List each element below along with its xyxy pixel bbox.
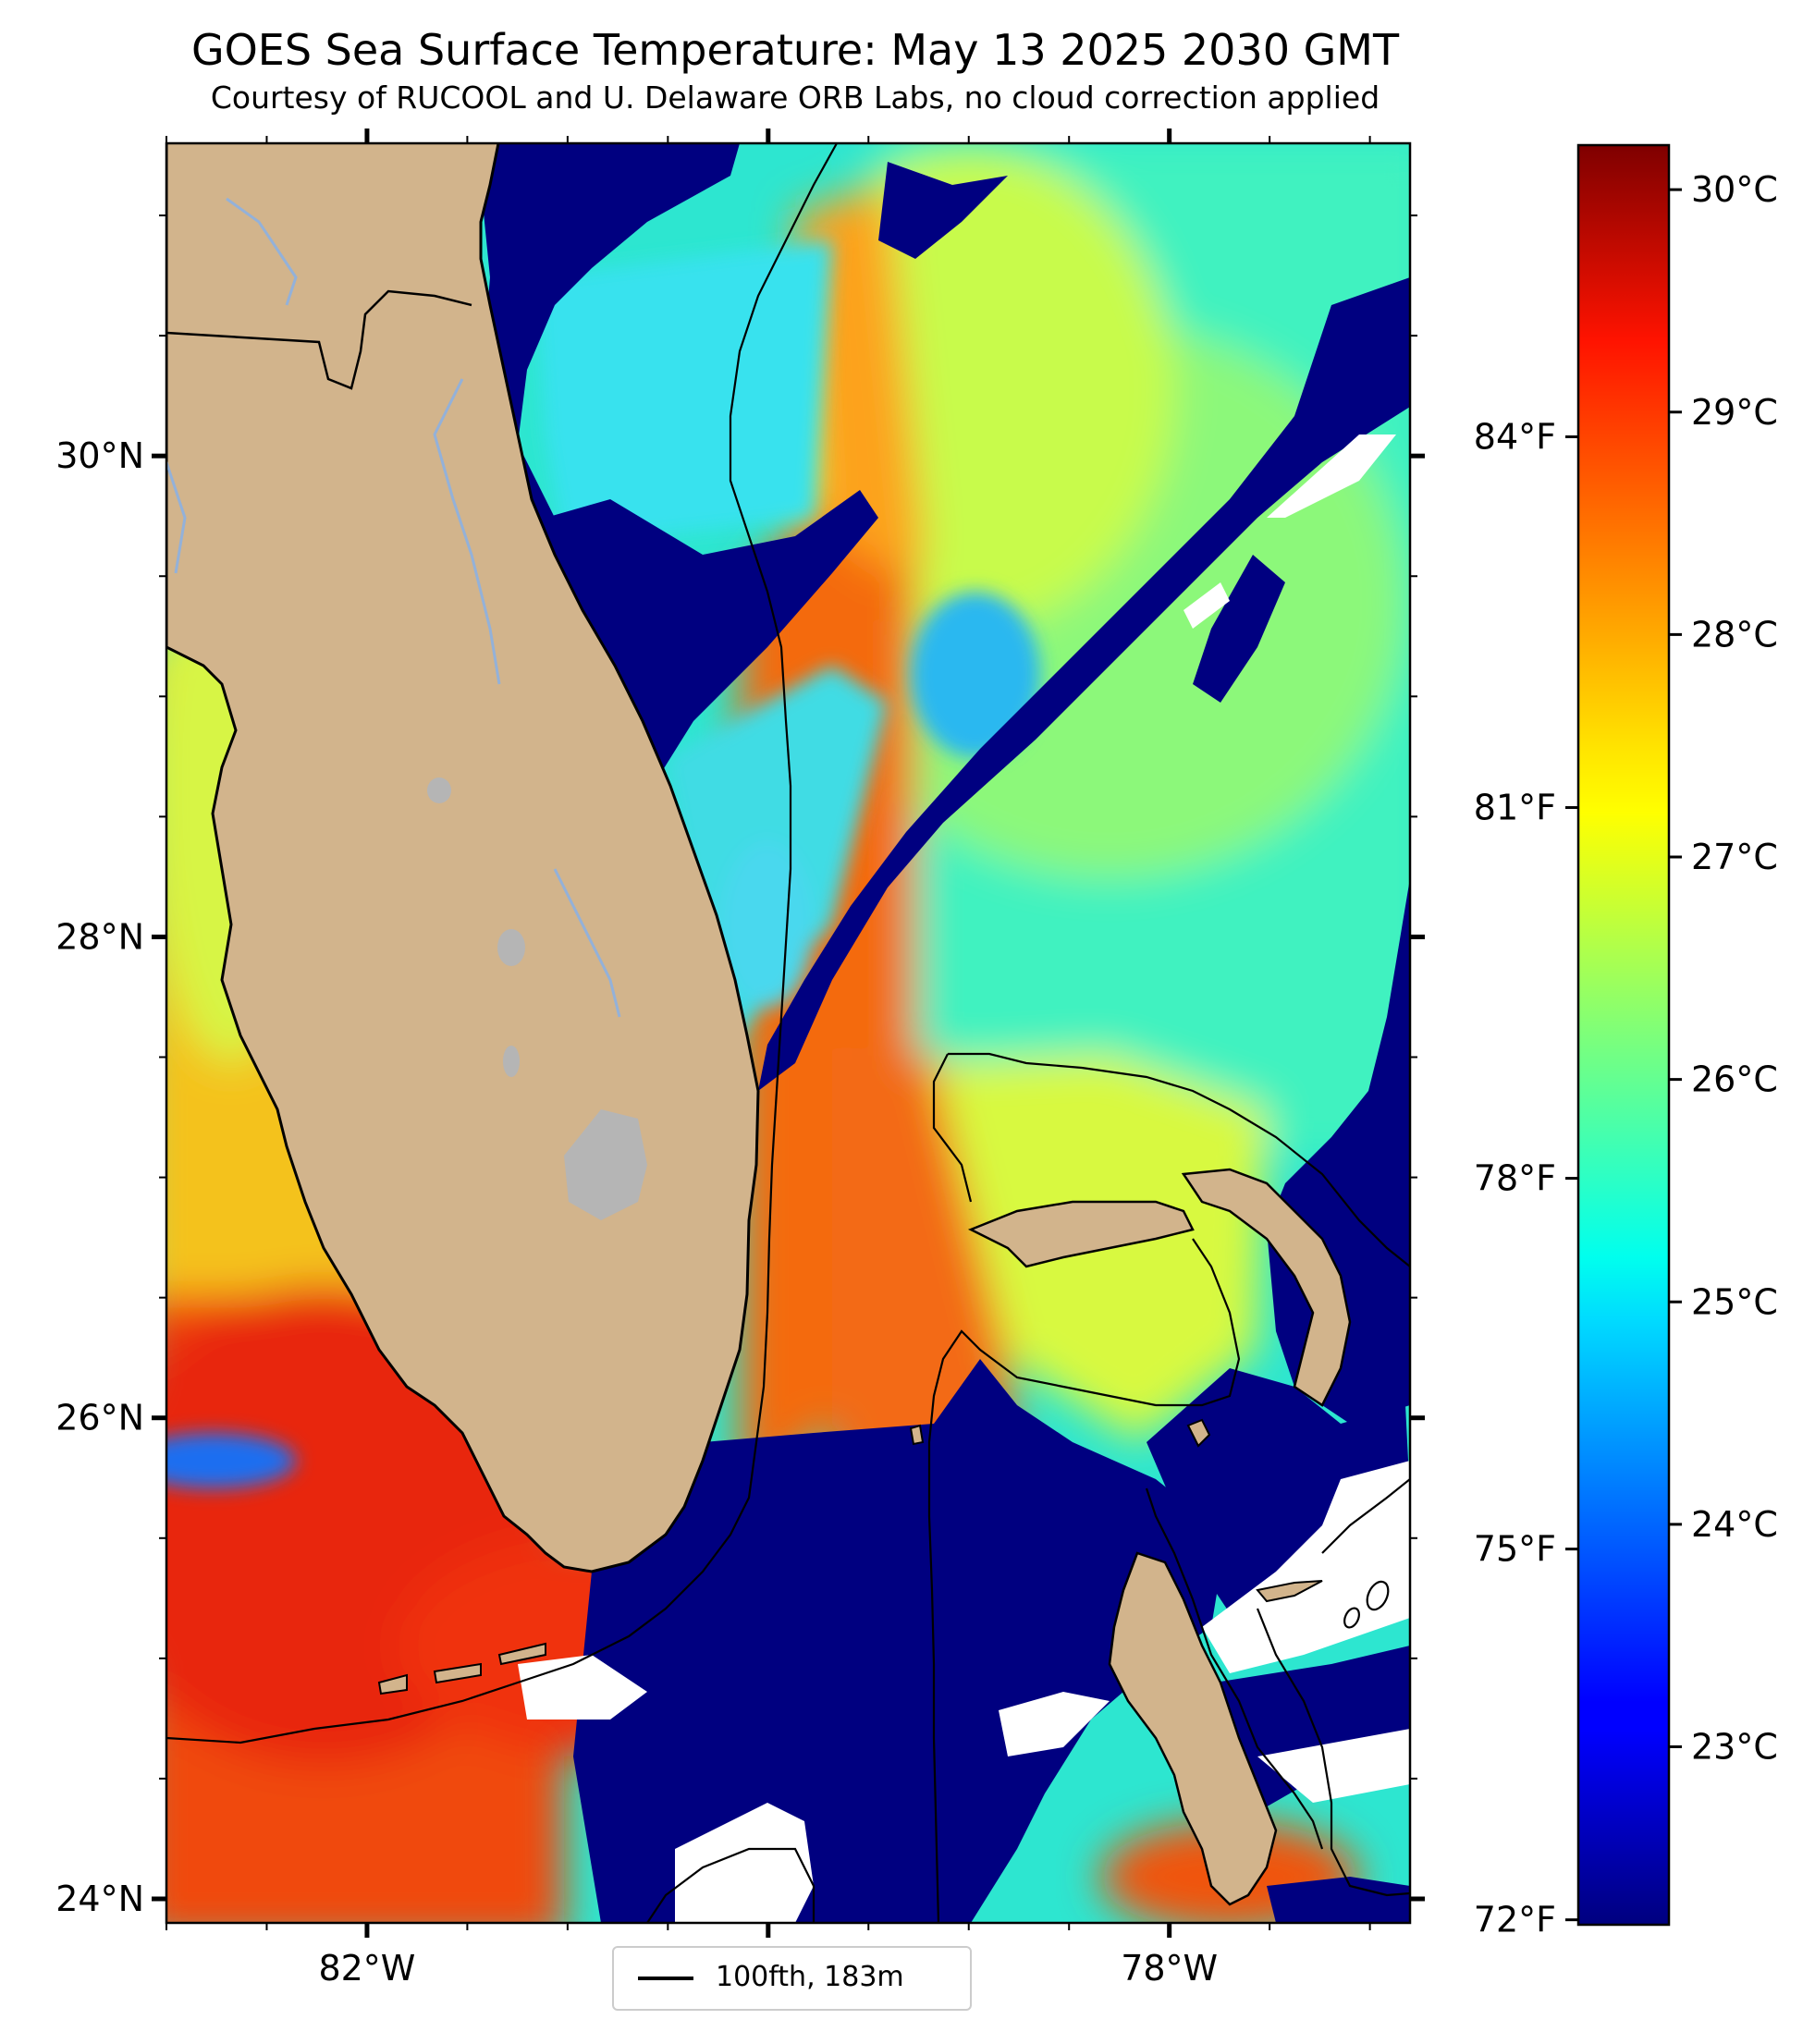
legend-line-swatch xyxy=(638,1977,693,1980)
colorbar-celsius-label: 28°C xyxy=(1691,614,1778,655)
colorbar-celsius-label: 30°C xyxy=(1691,169,1778,210)
colorbar-celsius-label: 24°C xyxy=(1691,1504,1778,1545)
eleuthera-island xyxy=(1256,1580,1323,1603)
colorbar-fahrenheit-label: 81°F xyxy=(1474,788,1556,828)
cloud-mask xyxy=(481,143,1410,1923)
colorbar-celsius-label: 23°C xyxy=(1691,1727,1778,1768)
colorbar: 23°C 24°C 25°C 26°C 27°C 28°C 29°C 30°C 72°F 75°F… xyxy=(1474,143,1778,1940)
lon-tick-label: 82°W xyxy=(318,1948,415,1989)
land xyxy=(166,143,1352,1906)
colorbar-celsius-label: 26°C xyxy=(1691,1059,1778,1100)
colorbar-ticks: 23°C 24°C 25°C 26°C 27°C 28°C 29°C 30°C 72°F 75°F… xyxy=(1474,169,1778,1940)
colorbar-fahrenheit-label: 84°F xyxy=(1474,416,1556,457)
map-area xyxy=(166,143,1410,1923)
abaco-island xyxy=(1181,1168,1352,1407)
map-axis-ticks: 82°W80°W78°W30°N28°N26°N24°N xyxy=(55,129,1425,1989)
lon-tick-label: 78°W xyxy=(1121,1948,1218,1989)
bimini-island xyxy=(909,1424,925,1446)
andros-island xyxy=(1108,1551,1278,1906)
colorbar-gradient xyxy=(1576,143,1671,1927)
colorbar-celsius-label: 27°C xyxy=(1691,837,1778,877)
grand-bahama-island xyxy=(967,1200,1195,1268)
colorbar-fahrenheit-label: 72°F xyxy=(1474,1900,1556,1940)
legend-label: 100fth, 183m xyxy=(716,1961,904,1993)
colorbar-fahrenheit-label: 75°F xyxy=(1474,1529,1556,1570)
map-title: GOES Sea Surface Temperature: May 13 202… xyxy=(190,25,1400,75)
berry-islands xyxy=(1186,1418,1211,1448)
colorbar-celsius-label: 25°C xyxy=(1691,1281,1778,1322)
colorbar-celsius-label: 29°C xyxy=(1691,392,1778,433)
map-frame xyxy=(165,141,1412,1925)
isobath-100fth xyxy=(166,143,1410,1923)
lake-okeechobee xyxy=(564,1109,647,1220)
lat-tick-label: 28°N xyxy=(55,916,144,957)
florida-keys xyxy=(377,1642,546,1695)
colorbar-fahrenheit-label: 78°F xyxy=(1474,1158,1556,1199)
lat-tick-label: 24°N xyxy=(55,1879,144,1919)
legend: 100fth, 183m xyxy=(612,1946,972,2011)
lat-tick-label: 30°N xyxy=(55,435,144,476)
rivers xyxy=(166,197,621,1018)
map-subtitle: Courtesy of RUCOOL and U. Delaware ORB L… xyxy=(210,80,1380,116)
lat-tick-label: 26°N xyxy=(55,1398,144,1438)
